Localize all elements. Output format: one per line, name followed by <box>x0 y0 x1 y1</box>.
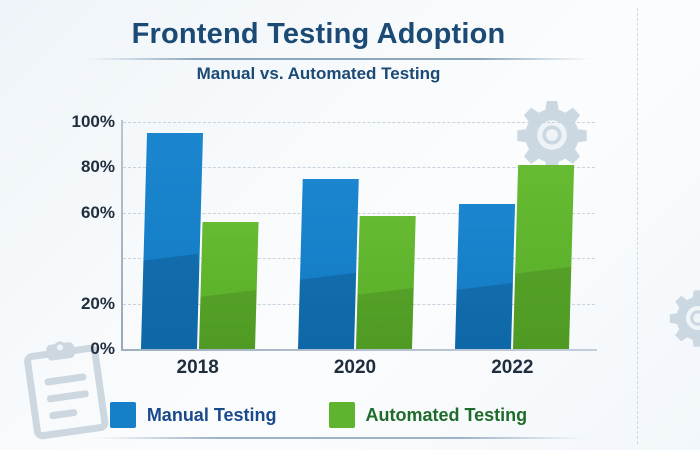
y-axis-labels: 0% 20% 60% 80% 100% <box>55 112 115 358</box>
bar-manual-2020 <box>298 178 359 349</box>
chart-legend: Manual Testing Automated Testing <box>0 402 637 428</box>
bar-shading <box>198 289 259 349</box>
title-divider <box>88 58 590 60</box>
legend-label: Automated Testing <box>365 404 528 425</box>
bar-shading <box>298 272 359 349</box>
bar-shading <box>513 267 575 349</box>
gridline <box>123 122 595 123</box>
y-axis-tick-label: 0% <box>90 339 115 358</box>
gridline <box>123 212 595 214</box>
chart-plot-area <box>123 122 595 349</box>
y-axis-tick-label: 100% <box>71 112 115 131</box>
bar-automated-2020 <box>356 216 416 349</box>
y-axis-tick-label: 60% <box>80 202 115 222</box>
x-axis-tick-label: 2018 <box>176 357 219 378</box>
page-subtitle: Manual vs. Automated Testing <box>196 64 441 83</box>
dashed-vertical-divider <box>637 8 638 444</box>
bar-manual-2022 <box>455 203 516 349</box>
legend-item[interactable]: Automated Testing <box>328 402 528 428</box>
x-axis-line <box>121 349 597 351</box>
y-axis-tick-label: 80% <box>80 157 115 177</box>
y-axis-line <box>121 120 123 351</box>
legend-item[interactable]: Manual Testing <box>109 402 277 428</box>
legend-swatch <box>328 402 355 428</box>
legend-swatch <box>109 402 136 428</box>
page-title: Frontend Testing Adoption <box>131 18 506 50</box>
bar-manual-2018 <box>140 133 203 349</box>
y-axis-tick-label: 20% <box>80 293 115 313</box>
legend-divider <box>95 437 585 439</box>
legend-label: Manual Testing <box>146 404 277 425</box>
bar-automated-2022 <box>513 165 575 349</box>
bar-shading <box>356 287 416 349</box>
bar-shading <box>455 282 516 349</box>
x-axis-tick-label: 2022 <box>491 357 534 378</box>
gear-icon <box>668 288 700 348</box>
bar-automated-2018 <box>198 221 259 349</box>
gridline <box>123 167 595 169</box>
x-axis-tick-label: 2020 <box>333 357 377 378</box>
bar-shading <box>140 254 203 349</box>
